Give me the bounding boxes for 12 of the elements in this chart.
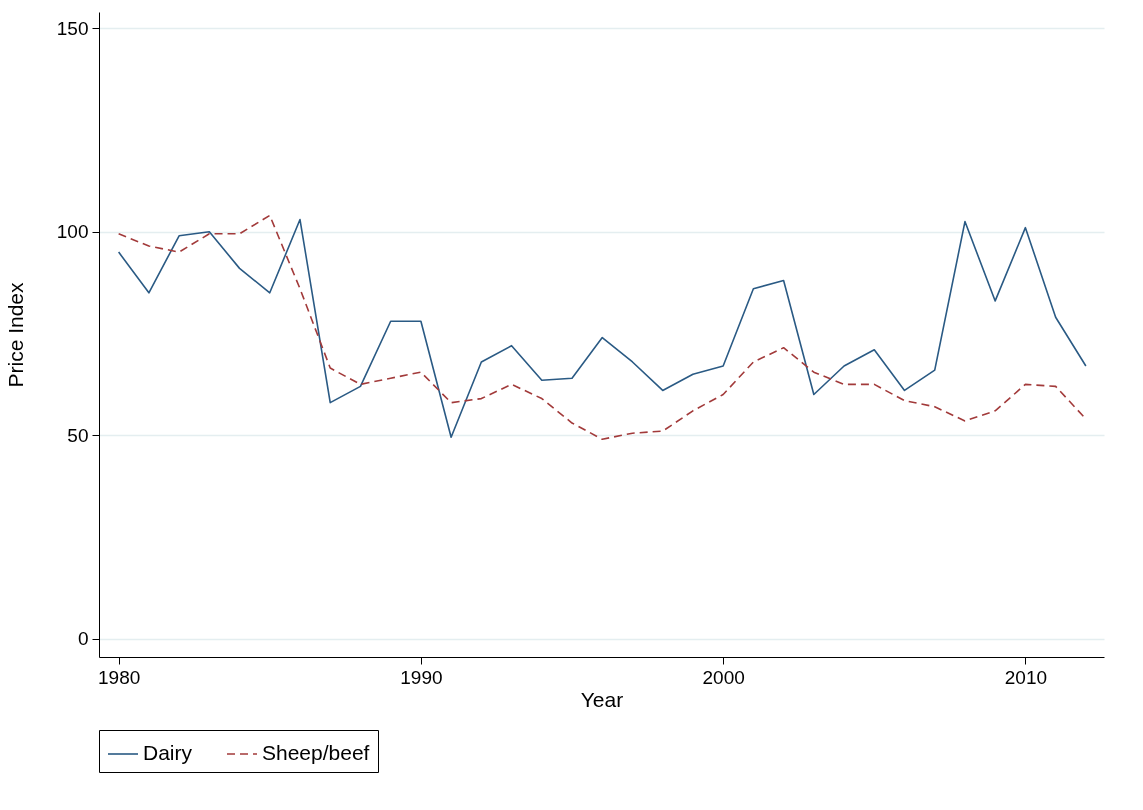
x-tick-label: 2010 xyxy=(1004,666,1048,688)
x-axis-title: Year xyxy=(580,687,624,711)
legend-label: Sheep/beef xyxy=(262,741,370,764)
x-tick-label: 2000 xyxy=(702,666,745,688)
x-tick-label: 1990 xyxy=(400,666,443,688)
x-tick-label: 1980 xyxy=(98,666,141,688)
y-tick-label: 100 xyxy=(56,221,89,243)
legend-label: Dairy xyxy=(143,741,193,764)
y-tick-label: 50 xyxy=(67,424,89,446)
y-tick-label: 150 xyxy=(56,17,89,39)
y-axis-title: Price Index xyxy=(3,281,27,388)
y-tick-label: 0 xyxy=(77,628,89,650)
